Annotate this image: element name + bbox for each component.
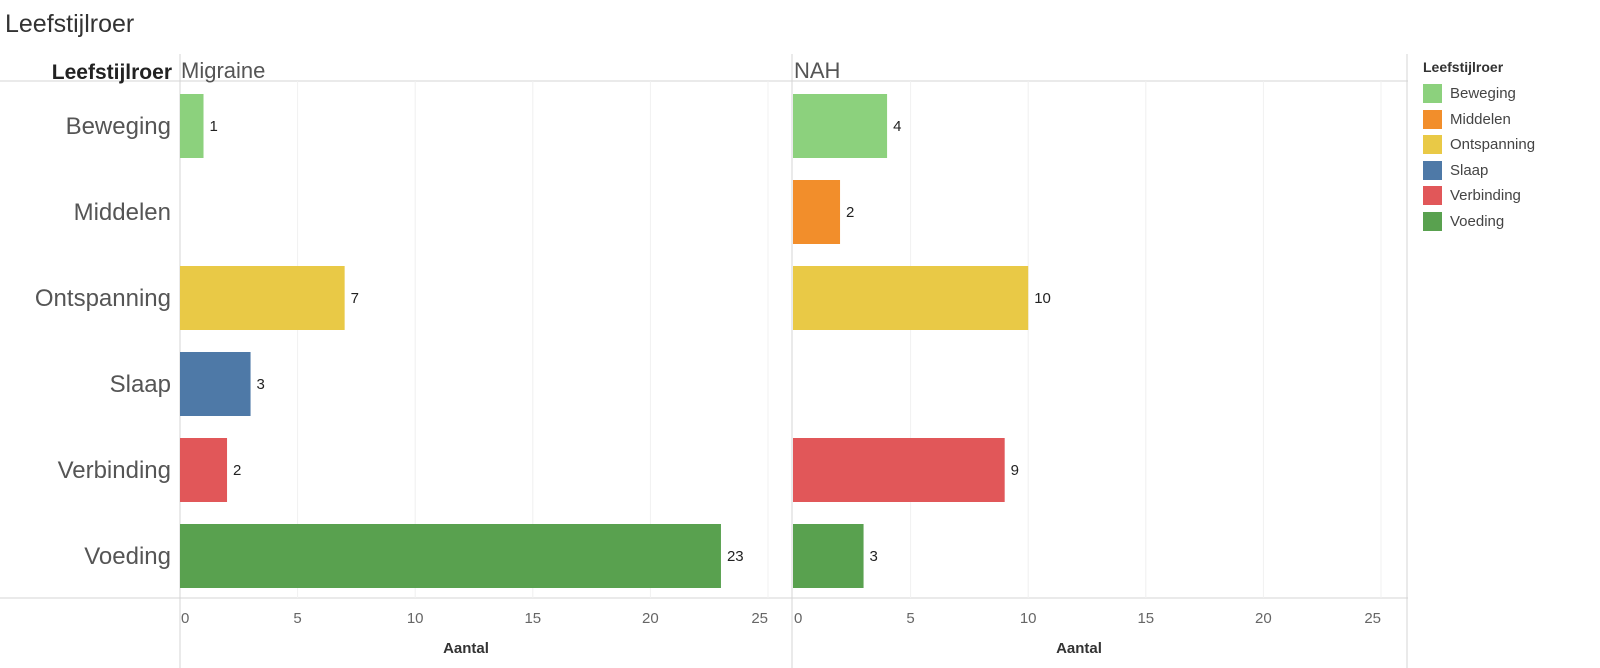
legend-item[interactable]: Verbinding xyxy=(1423,183,1535,209)
legend-label: Voeding xyxy=(1450,212,1505,230)
data-label: 3 xyxy=(870,548,878,565)
tick-label: 15 xyxy=(524,610,541,627)
category-label: Slaap xyxy=(110,371,171,398)
legend-title: Leefstijlroer xyxy=(1423,59,1504,75)
bar xyxy=(180,438,228,502)
data-label: 23 xyxy=(727,548,744,565)
tick-label: 10 xyxy=(1020,610,1037,627)
legend-swatch xyxy=(1423,211,1442,231)
tick-label: 0 xyxy=(181,610,189,627)
data-label: 3 xyxy=(257,376,265,393)
bar xyxy=(793,180,841,244)
tick-label: 20 xyxy=(1255,610,1272,627)
data-label: 7 xyxy=(351,290,359,307)
legend-label: Beweging xyxy=(1450,85,1516,103)
row-header: Leefstijlroer xyxy=(52,61,172,84)
legend-item[interactable]: Slaap xyxy=(1423,158,1535,184)
tick-label: 25 xyxy=(751,610,768,627)
bar xyxy=(793,266,1029,330)
legend-item[interactable]: Middelen xyxy=(1423,107,1535,133)
category-label: Middelen xyxy=(74,199,171,226)
legend-item[interactable]: Voeding xyxy=(1423,209,1535,235)
data-label: 9 xyxy=(1011,462,1019,479)
bar xyxy=(793,524,864,588)
tick-label: 25 xyxy=(1364,610,1381,627)
bar xyxy=(180,352,251,416)
tick-label: 0 xyxy=(794,610,802,627)
page-title: Leefstijlroer xyxy=(5,10,135,38)
category-label: Voeding xyxy=(84,543,171,570)
legend-swatch xyxy=(1423,84,1442,104)
bar xyxy=(793,438,1005,502)
legend-item[interactable]: Beweging xyxy=(1423,81,1535,107)
category-label: Beweging xyxy=(66,113,171,140)
legend-swatch xyxy=(1423,135,1442,155)
legend-swatch xyxy=(1423,109,1442,129)
tick-label: 20 xyxy=(642,610,659,627)
bar xyxy=(180,266,345,330)
panel-title: NAH xyxy=(794,58,840,83)
x-axis-label: Aantal xyxy=(1056,640,1102,657)
bar xyxy=(180,94,204,158)
x-axis-label: Aantal xyxy=(443,640,489,657)
legend-swatch xyxy=(1423,186,1442,206)
data-label: 10 xyxy=(1034,290,1051,307)
legend-label: Slaap xyxy=(1450,161,1489,179)
category-label: Verbinding xyxy=(58,457,171,484)
panel-title: Migraine xyxy=(181,58,265,83)
legend-label: Ontspanning xyxy=(1450,136,1536,154)
legend-label: Verbinding xyxy=(1450,187,1521,205)
data-label: 2 xyxy=(233,462,241,479)
legend-swatch xyxy=(1423,160,1442,180)
tick-label: 5 xyxy=(906,610,914,627)
tick-label: 15 xyxy=(1137,610,1154,627)
bar xyxy=(793,94,888,158)
legend-item[interactable]: Ontspanning xyxy=(1423,132,1535,158)
tick-label: 10 xyxy=(407,610,424,627)
category-label: Ontspanning xyxy=(35,285,171,312)
data-label: 4 xyxy=(893,118,901,135)
data-label: 2 xyxy=(846,204,854,221)
legend: Leefstijlroer Beweging Middelen Ontspannin… xyxy=(1423,59,1535,234)
tick-label: 5 xyxy=(293,610,301,627)
data-label: 1 xyxy=(210,118,218,135)
bar xyxy=(180,524,721,588)
legend-label: Middelen xyxy=(1450,110,1511,128)
